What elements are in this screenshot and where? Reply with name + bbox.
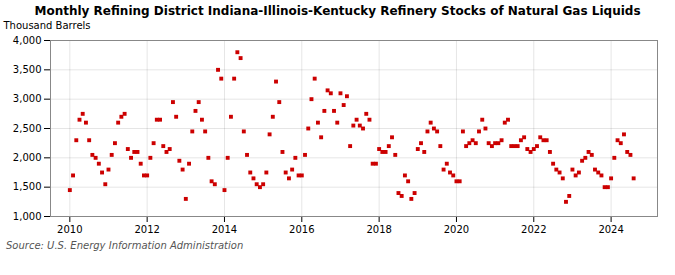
- svg-text:2014: 2014: [212, 224, 237, 235]
- svg-text:2018: 2018: [366, 224, 391, 235]
- svg-text:2016: 2016: [289, 224, 314, 235]
- svg-text:2022: 2022: [521, 224, 546, 235]
- html-text:Monthly Refining District Indi: Monthly Refining District Indiana-Illino…: [34, 4, 641, 18]
- svg-text:3,500: 3,500: [13, 64, 42, 75]
- svg-text:2012: 2012: [134, 224, 159, 235]
- svg-text:2,000: 2,000: [13, 152, 42, 163]
- svg-text:1,000: 1,000: [13, 211, 42, 222]
- svg-text:2024: 2024: [598, 224, 623, 235]
- svg-text:1,500: 1,500: [13, 181, 42, 192]
- svg-text:Thousand Barrels: Thousand Barrels: [3, 20, 91, 31]
- svg-text:2,500: 2,500: [13, 123, 42, 134]
- svg-text:3,000: 3,000: [13, 93, 42, 104]
- svg-text:2020: 2020: [444, 224, 469, 235]
- svg-text:2010: 2010: [57, 224, 82, 235]
- svg-text:4,000: 4,000: [13, 35, 42, 46]
- html-text:Source: U.S. Energy Informatio: Source: U.S. Energy Information Administ…: [6, 240, 244, 251]
